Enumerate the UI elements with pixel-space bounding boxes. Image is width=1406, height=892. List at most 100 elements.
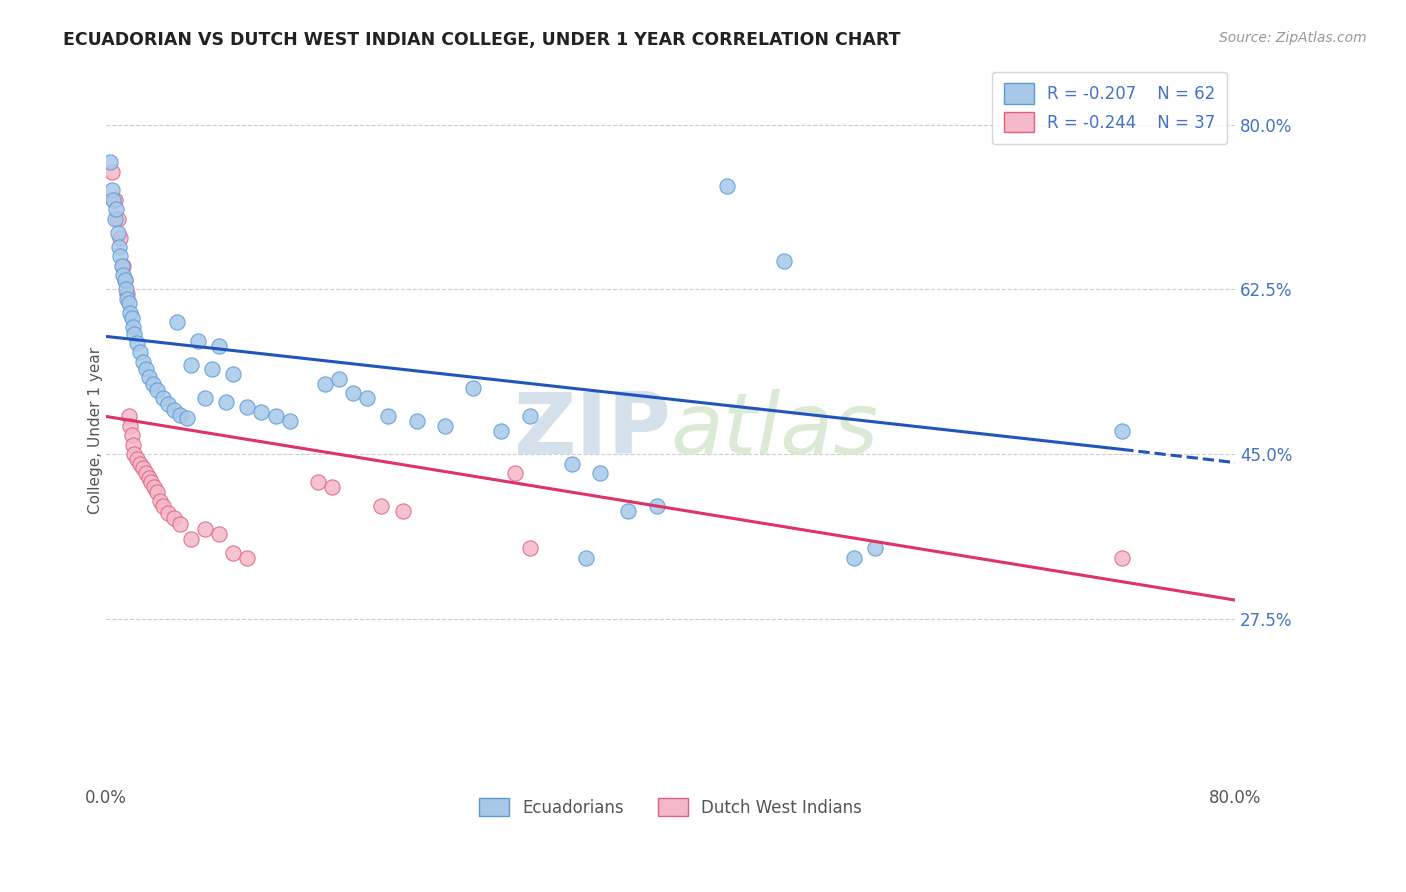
Point (146, 383, 169, 397)
Point (122, 320, 145, 334)
Point (111, 259, 134, 273)
Point (194, 523, 217, 537)
Point (138, 471, 160, 485)
Point (307, 475, 329, 490)
Point (328, 372, 350, 386)
Point (519, 541, 541, 556)
Point (187, 334, 209, 348)
Point (135, 466, 157, 480)
Point (561, 457, 583, 471)
Point (222, 546, 245, 560)
Point (107, 211, 129, 226)
Point (222, 367, 245, 381)
Point (115, 282, 138, 296)
Point (135, 362, 157, 376)
Point (112, 259, 135, 273)
Point (118, 409, 141, 424)
Point (617, 503, 640, 517)
Point (122, 438, 145, 452)
Point (107, 226, 129, 240)
Point (152, 499, 174, 513)
Point (180, 358, 202, 372)
Point (236, 400, 259, 414)
Point (208, 527, 231, 541)
Point (321, 480, 343, 494)
Point (120, 418, 142, 433)
Point (166, 315, 188, 329)
Point (505, 466, 527, 480)
Point (377, 409, 399, 424)
Point (356, 391, 378, 405)
Point (121, 428, 143, 442)
Point (716, 178, 738, 193)
Point (405, 414, 427, 428)
Point (114, 273, 136, 287)
Point (117, 287, 139, 301)
Point (180, 532, 202, 546)
Point (163, 402, 186, 417)
Y-axis label: College, Under 1 year: College, Under 1 year (87, 347, 103, 514)
Point (169, 516, 191, 531)
Point (142, 376, 165, 391)
Legend: Ecuadorians, Dutch West Indians: Ecuadorians, Dutch West Indians (471, 789, 870, 825)
Point (108, 240, 131, 254)
Point (132, 461, 155, 475)
Point (236, 550, 259, 565)
Point (215, 395, 238, 409)
Point (391, 503, 413, 517)
Point (118, 296, 141, 310)
Point (342, 385, 364, 400)
Point (463, 381, 485, 395)
Point (103, 193, 125, 207)
Point (143, 480, 166, 494)
Point (844, 550, 866, 565)
Point (121, 310, 143, 325)
Point (124, 326, 146, 341)
Point (146, 484, 169, 499)
Point (100, 155, 122, 169)
Point (127, 451, 149, 466)
Point (575, 550, 598, 565)
Point (645, 499, 668, 513)
Point (433, 418, 456, 433)
Point (491, 424, 513, 438)
Text: ECUADORIAN VS DUTCH WEST INDIAN COLLEGE, UNDER 1 YEAR CORRELATION CHART: ECUADORIAN VS DUTCH WEST INDIAN COLLEGE,… (63, 31, 901, 49)
Point (519, 409, 541, 424)
Point (589, 466, 612, 480)
Point (114, 273, 136, 287)
Point (127, 336, 149, 351)
Point (169, 408, 191, 422)
Text: atlas: atlas (671, 389, 879, 472)
Text: ZIP: ZIP (513, 389, 671, 472)
Point (250, 405, 273, 419)
Point (112, 268, 135, 283)
Point (124, 447, 146, 461)
Point (865, 541, 887, 556)
Point (129, 345, 152, 359)
Point (110, 230, 132, 244)
Point (1111, 424, 1133, 438)
Point (101, 164, 124, 178)
Point (141, 475, 163, 490)
Point (104, 193, 127, 207)
Point (163, 511, 186, 525)
Point (157, 397, 180, 411)
Point (278, 414, 301, 428)
Point (157, 506, 180, 520)
Point (105, 202, 128, 217)
Point (264, 409, 287, 424)
Point (101, 184, 124, 198)
Point (314, 376, 336, 391)
Point (370, 499, 392, 513)
Point (138, 370, 160, 384)
Point (152, 391, 174, 405)
Point (110, 249, 132, 263)
Point (104, 211, 127, 226)
Point (132, 355, 155, 369)
Point (149, 494, 172, 508)
Point (117, 292, 139, 306)
Point (208, 339, 231, 353)
Point (201, 362, 224, 376)
Point (120, 306, 142, 320)
Point (772, 254, 794, 268)
